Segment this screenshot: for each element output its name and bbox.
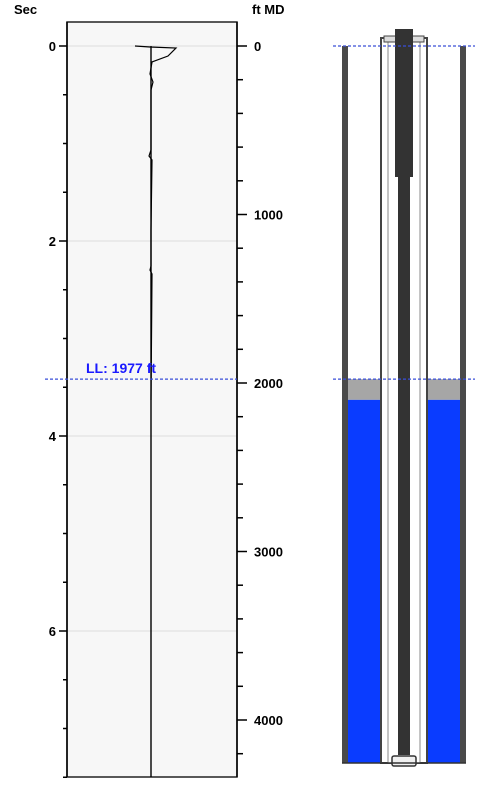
depth-axis-ticks: 0 1000 2000 3000 4000 bbox=[237, 39, 283, 755]
sucker-rod-string bbox=[398, 177, 410, 755]
trace-gridlines bbox=[68, 45, 236, 632]
seconds-axis-title: Sec bbox=[14, 2, 37, 17]
seconds-tick-label: 6 bbox=[49, 624, 56, 639]
depth-tick-label: 3000 bbox=[254, 545, 283, 560]
depth-tick-label: 1000 bbox=[254, 208, 283, 223]
fluid-column-left bbox=[348, 399, 381, 763]
trace-panel-background bbox=[66, 21, 238, 778]
casing-right-wall bbox=[460, 46, 466, 763]
gas-zone-right bbox=[427, 379, 460, 400]
acoustic-trace-signal bbox=[134, 45, 178, 401]
depth-tick-label: 4000 bbox=[254, 713, 283, 728]
acoustic-trace-panel bbox=[66, 21, 238, 778]
gas-zone-left bbox=[348, 379, 381, 400]
casing-left-wall bbox=[342, 46, 348, 763]
polished-rod bbox=[395, 29, 413, 177]
seconds-tick-label: 4 bbox=[49, 429, 57, 444]
liquid-level-label: LL: 1977 ft bbox=[86, 360, 156, 376]
seconds-tick-label: 2 bbox=[49, 234, 56, 249]
fluid-column-right bbox=[427, 399, 460, 763]
well-schematic bbox=[342, 29, 466, 767]
depth-tick-label: 0 bbox=[254, 39, 261, 54]
depth-axis-title: ft MD bbox=[252, 2, 285, 17]
seconds-tick-label: 0 bbox=[49, 39, 56, 54]
seconds-axis-ticks: 0 2 4 6 bbox=[49, 39, 67, 778]
depth-tick-label: 2000 bbox=[254, 376, 283, 391]
pump-bottom bbox=[391, 755, 417, 767]
